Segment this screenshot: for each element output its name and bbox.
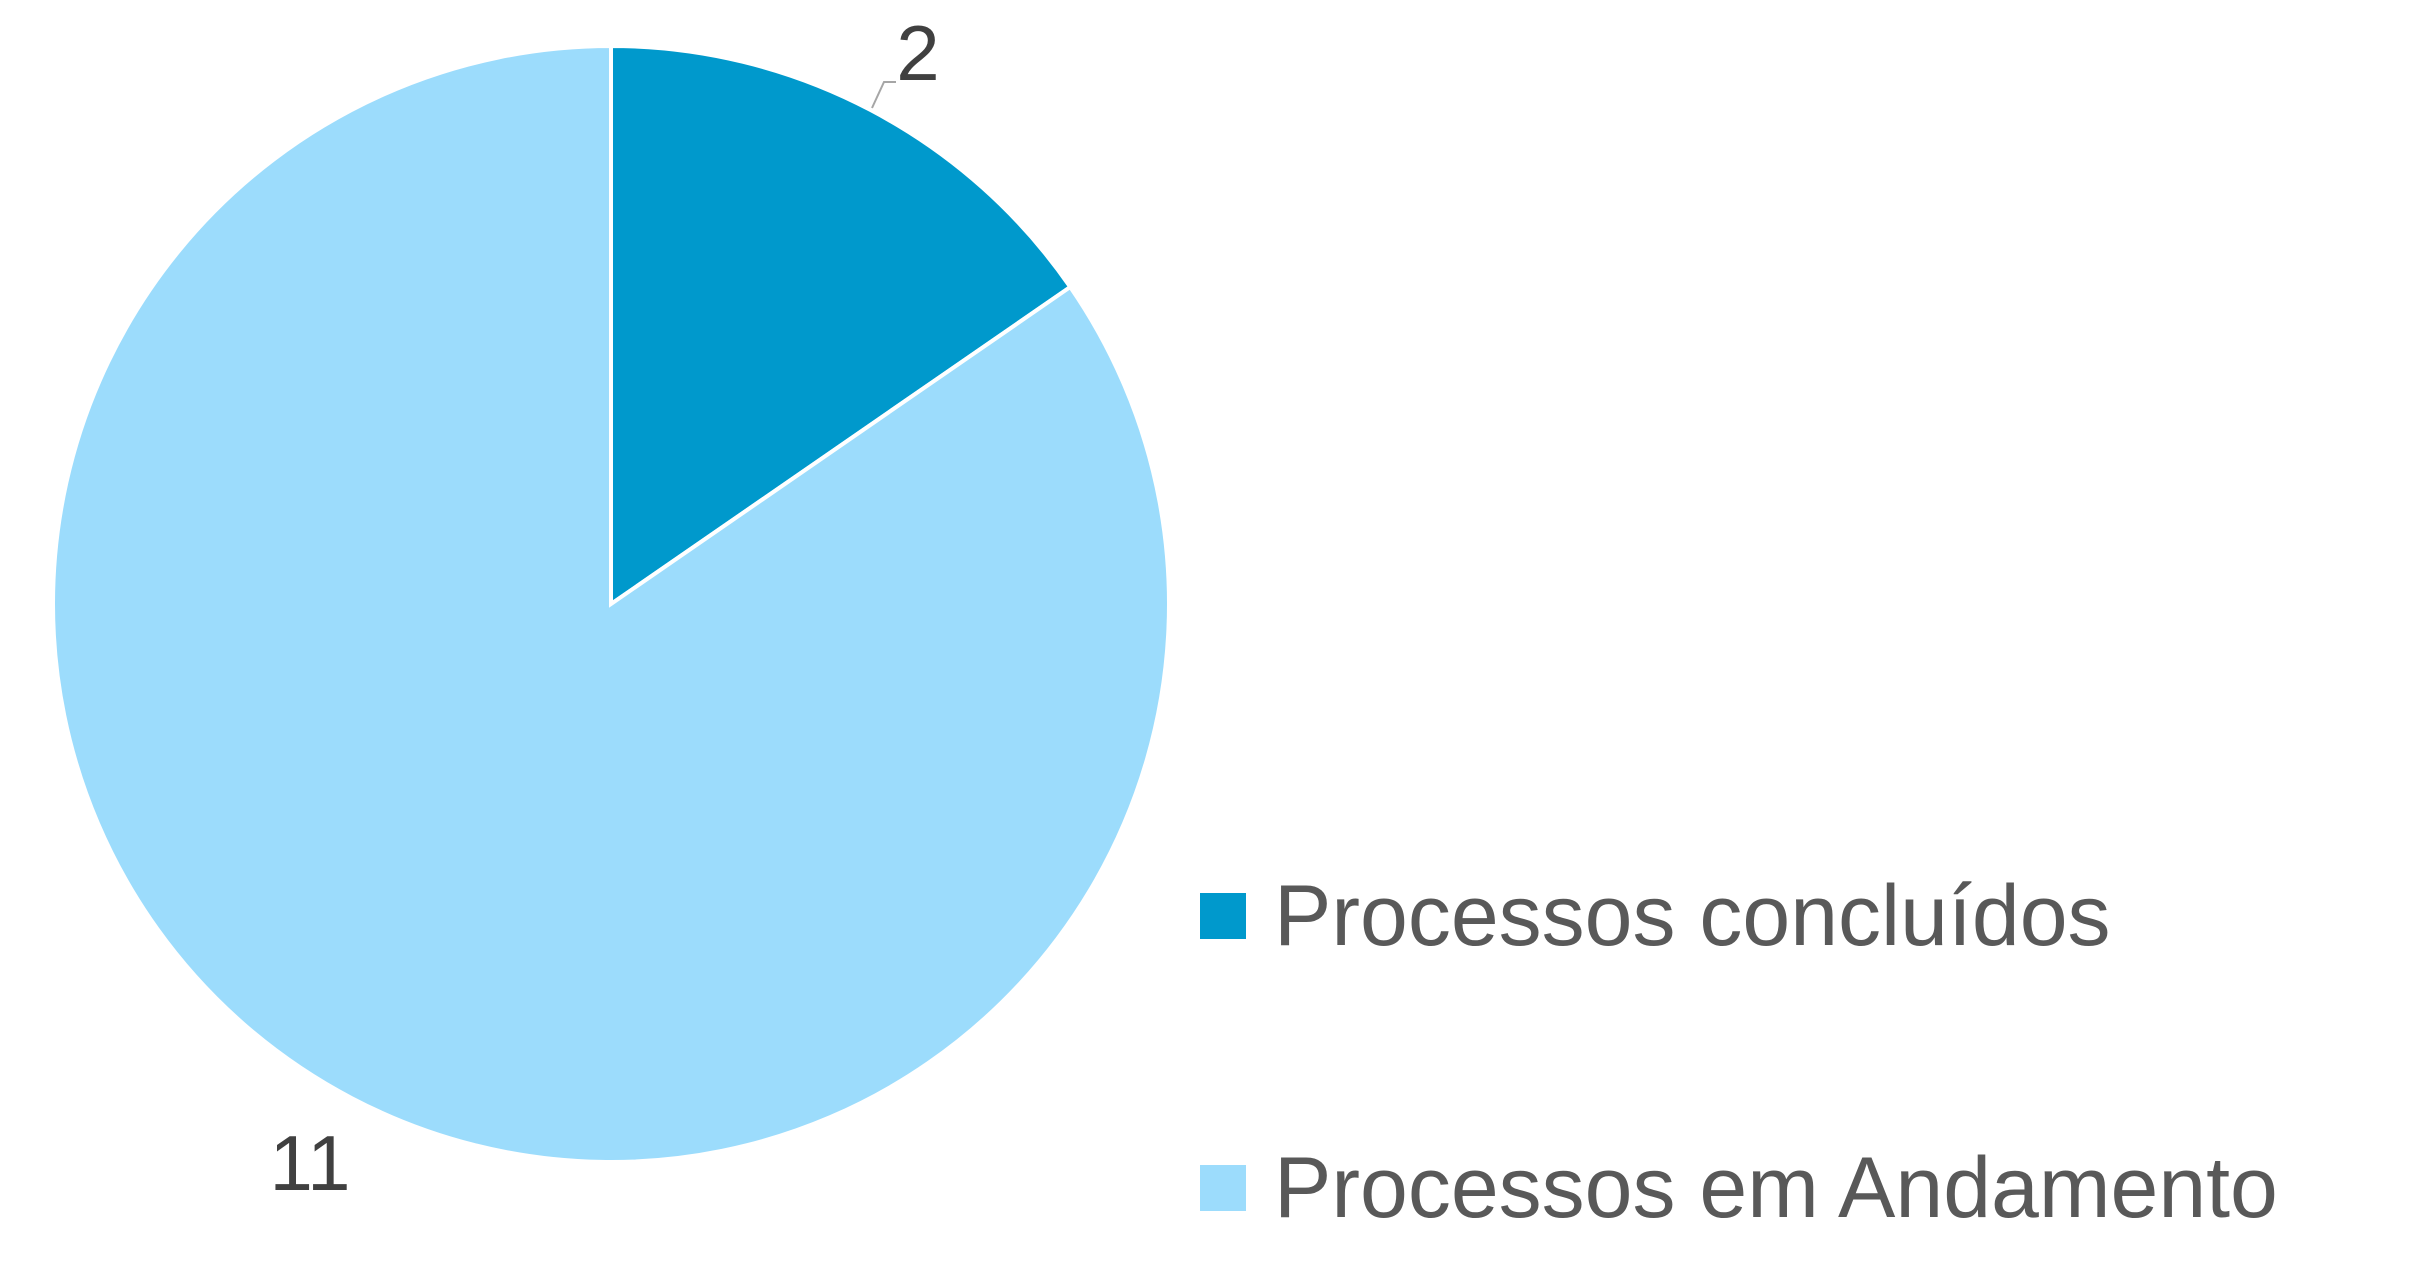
legend-swatch-processos-em-andamento	[1200, 1165, 1246, 1211]
legend-label: Processos concluídos	[1274, 868, 2111, 964]
leader-line-1	[871, 81, 896, 109]
pie-slice-2	[51, 43, 1171, 1164]
legend-swatch-processos-concluidos	[1200, 893, 1246, 939]
leader-lines	[871, 81, 896, 109]
legend-label: Processos em Andamento	[1274, 1140, 2278, 1236]
pie-slice-1	[609, 43, 1074, 608]
data-label-1: 2	[896, 9, 939, 97]
legend-item-processos-concluidos: Processos concluídos	[1200, 870, 2278, 962]
legend-item-processos-em-andamento: Processos em Andamento	[1200, 1142, 2278, 1234]
pie-slices	[51, 43, 1171, 1164]
legend: Processos concluídos Processos em Andame…	[1200, 870, 2278, 1234]
data-labels: 2 11	[270, 9, 940, 1207]
data-label-2: 11	[270, 1119, 351, 1207]
